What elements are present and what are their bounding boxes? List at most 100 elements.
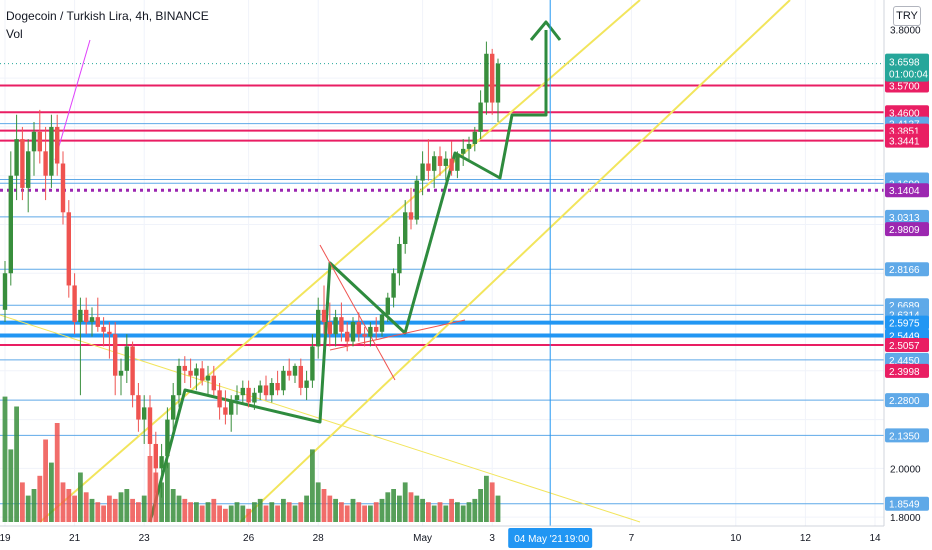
crosshair-date-label: 04 May '21 [514,534,563,545]
candle-body [205,375,211,381]
candle-body [414,180,419,220]
symbol-title[interactable]: Dogecoin / Turkish Lira, 4h, BINANCE [6,9,209,23]
volume-bar [223,508,228,522]
price-tag [885,393,929,408]
candle-body [316,309,321,347]
price-tag-label: 1.8549 [889,500,920,511]
candle-body [130,346,135,396]
volume-bar [275,505,280,522]
volume-bar [391,489,396,522]
price-tag [885,183,929,198]
candle-body [310,346,315,381]
candle-body [188,370,193,376]
candle-body [26,151,31,188]
price-tag [885,209,929,224]
candle-body [223,407,228,415]
candle-body [113,334,118,376]
candle-body [246,387,251,403]
volume-bar [327,495,333,522]
candle-body [339,317,344,332]
x-tick-label: 26 [243,533,255,544]
volume-bar [136,502,141,522]
volume-bar [199,505,205,522]
candle-body [8,175,13,274]
volume-bar [176,495,182,522]
volume-bar [234,502,240,522]
candle-body [252,392,257,403]
candle-body [484,53,489,103]
candle-body [78,309,83,323]
price-tag-label: 2.3998 [889,367,920,378]
candle-body [95,317,100,327]
x-tick-label: May [413,533,432,544]
candle-body [408,212,414,220]
volume-bar [350,498,356,522]
volume-bar [373,502,379,522]
candle-body [490,53,495,103]
price-tag [885,428,929,443]
volume-bar [205,502,211,522]
candle-body [2,273,8,310]
volume-bar [83,492,89,522]
x-tick-label: 14 [869,533,881,544]
candle-body [20,139,25,188]
volume-bar [25,495,31,522]
volume-bar [489,482,495,522]
volume-bar [182,498,188,522]
candle-body [495,63,501,103]
volume-bar [217,505,222,522]
volume-bar [8,449,14,522]
current-price-label: 3.6598 [889,58,920,69]
volume-bar [31,489,37,522]
crosshair-time-label: 19:00 [564,534,589,545]
candle-body [211,375,216,391]
volume-bar [310,449,315,522]
volume-bar [431,505,437,522]
volume-indicator-label[interactable]: Vol [6,27,23,41]
candle-body [292,365,298,376]
price-tag [885,496,929,511]
volume-bar [298,502,304,522]
volume-bar [472,498,478,522]
volume-bar [339,502,344,522]
candle-body [426,163,431,171]
volume-bar [72,495,77,522]
volume-bar [54,423,60,522]
x-tick-label: 10 [730,533,742,544]
volume-bar [269,502,275,522]
volume-bar [385,492,391,522]
candle-body [159,456,164,469]
candle-body [171,395,176,420]
volume-bar [333,498,338,522]
volume-bar [414,495,420,522]
volume-bar [408,492,414,522]
volume-bar [211,498,217,522]
candle-body [43,151,48,176]
wave-path [148,30,548,523]
currency-button[interactable]: TRY [893,6,921,26]
candle-body [321,309,327,323]
volume-bar [159,482,164,522]
price-tag [885,78,929,93]
volume-bar [379,498,385,522]
candle-body [368,326,373,337]
volume-bar [426,502,431,522]
candle-body [165,419,170,457]
candle-body [49,126,54,176]
grid [0,0,884,526]
volume-bar [252,502,257,522]
candle-body [107,331,112,335]
volume-bar [95,502,101,522]
volume-bar [66,489,72,522]
volume-bar [14,406,19,522]
candle-body [472,131,477,145]
volume-bar [188,502,193,522]
candle-body [298,365,303,388]
volume-bar [286,502,292,522]
candle-body [101,326,106,332]
price-tag-label: 2.8166 [889,265,920,276]
candle-body [142,407,147,420]
price-tag-label: 2.5057 [889,341,920,352]
horizontal-levels [0,63,884,505]
